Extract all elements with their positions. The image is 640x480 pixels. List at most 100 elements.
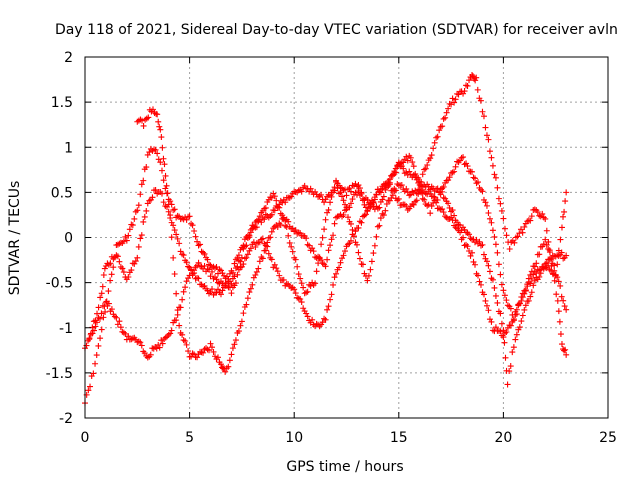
data-point [370, 250, 377, 257]
data-point [265, 234, 272, 241]
data-point [344, 214, 351, 221]
data-point [119, 265, 126, 272]
data-point [543, 241, 550, 248]
data-point [262, 247, 269, 254]
data-point [125, 333, 132, 340]
data-point [330, 232, 337, 239]
data-point [509, 349, 516, 356]
data-point [437, 123, 444, 130]
data-point [137, 235, 144, 242]
data-point [265, 250, 272, 257]
data-point [527, 271, 534, 278]
data-point [253, 217, 260, 224]
data-point [92, 317, 99, 324]
data-point [482, 255, 489, 262]
data-point [171, 227, 178, 234]
data-point [138, 181, 145, 188]
data-point [122, 233, 129, 240]
data-point [98, 290, 105, 297]
data-point [271, 193, 278, 200]
data-point [343, 204, 350, 211]
data-point [343, 192, 350, 199]
data-point [160, 155, 167, 162]
data-point [212, 353, 219, 360]
data-point [339, 193, 346, 200]
data-point [108, 306, 115, 313]
data-point [452, 163, 459, 170]
data-point [500, 334, 507, 341]
data-point [455, 91, 462, 98]
data-point [379, 210, 386, 217]
data-point [530, 282, 537, 289]
data-point [543, 259, 550, 266]
data-point [340, 252, 347, 259]
data-point [93, 352, 100, 359]
data-point [176, 240, 183, 247]
data-point [316, 254, 323, 261]
data-point [531, 277, 538, 284]
data-point [255, 265, 262, 272]
data-point [470, 174, 477, 181]
data-point [182, 338, 189, 345]
data-point [213, 276, 220, 283]
data-point [488, 154, 495, 161]
data-point [110, 264, 117, 271]
data-point [214, 286, 221, 293]
data-point [485, 307, 492, 314]
data-point [188, 266, 195, 273]
data-point [143, 207, 150, 214]
data-point [288, 243, 295, 250]
data-point [470, 73, 477, 80]
data-point [309, 316, 316, 323]
data-point [404, 207, 411, 214]
data-point [276, 272, 283, 279]
data-point [486, 148, 493, 155]
data-point [132, 258, 139, 265]
data-point [540, 241, 547, 248]
data-point [350, 233, 357, 240]
data-point [512, 336, 519, 343]
data-point [255, 216, 262, 223]
data-point [557, 282, 564, 289]
data-point [497, 200, 504, 207]
data-point [321, 199, 328, 206]
data-point [431, 139, 438, 146]
data-point [298, 299, 305, 306]
y-tick-label: 0.5 [51, 185, 73, 201]
data-point [114, 253, 121, 260]
data-point [158, 167, 165, 174]
data-point [125, 273, 132, 280]
data-point [204, 256, 211, 263]
data-point [209, 286, 216, 293]
data-point [362, 204, 369, 211]
data-point [186, 213, 193, 220]
data-point [189, 222, 196, 229]
data-point [149, 106, 156, 113]
data-point [330, 281, 337, 288]
data-point [404, 157, 411, 164]
data-point [501, 339, 508, 346]
data-point [428, 203, 435, 210]
data-point [533, 260, 540, 267]
data-point [491, 171, 498, 178]
data-point [449, 207, 456, 214]
data-point [149, 194, 156, 201]
data-point [137, 339, 144, 346]
data-point [325, 247, 332, 254]
data-point [322, 263, 329, 270]
data-point [555, 308, 562, 315]
data-point [356, 218, 363, 225]
data-point [503, 297, 510, 304]
data-point [252, 271, 259, 278]
data-point [97, 335, 104, 342]
data-point [361, 212, 368, 219]
data-point [152, 186, 159, 193]
data-point [452, 96, 459, 103]
data-point [168, 234, 175, 241]
data-point [502, 354, 509, 361]
data-point [250, 223, 257, 230]
data-point [243, 254, 250, 261]
data-point [328, 291, 335, 298]
data-point [528, 213, 535, 220]
data-point [229, 269, 236, 276]
